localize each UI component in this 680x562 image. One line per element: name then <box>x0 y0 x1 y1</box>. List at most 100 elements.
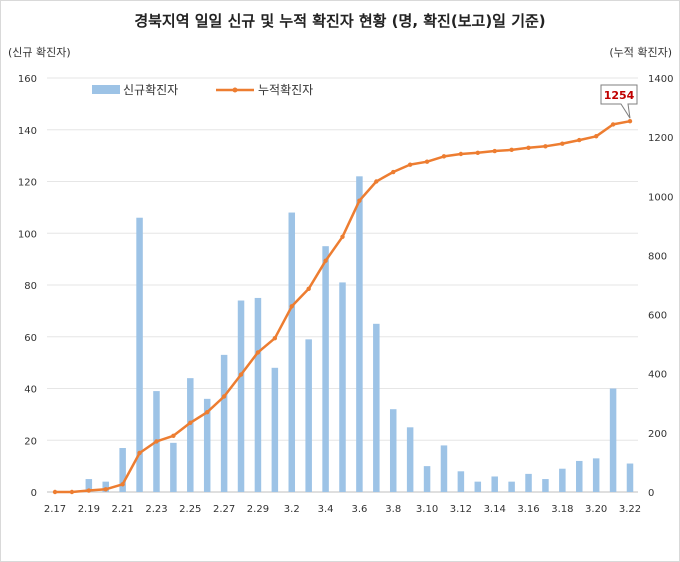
line-point <box>526 145 531 150</box>
right-tick-label: 1200 <box>648 133 673 144</box>
bar <box>288 212 296 493</box>
bar <box>491 476 498 492</box>
right-tick-label: 0 <box>648 488 654 499</box>
line-point <box>577 137 582 143</box>
x-tick-label: 3.20 <box>585 504 607 515</box>
bar <box>525 473 532 492</box>
right-axis-title: (누적 확진자) <box>609 46 672 59</box>
line-point <box>238 372 244 377</box>
bar <box>119 448 126 492</box>
line-point <box>221 394 227 399</box>
bar <box>85 479 93 492</box>
line-point <box>306 286 311 292</box>
x-tick-label: 3.22 <box>619 504 641 515</box>
line-point <box>205 409 210 415</box>
bar <box>254 297 262 492</box>
bar <box>508 481 515 492</box>
line-point <box>272 336 278 341</box>
bar <box>609 388 617 492</box>
line-point <box>137 450 142 456</box>
line-point <box>458 151 464 157</box>
line-point <box>52 489 58 495</box>
line-point <box>120 482 125 487</box>
bar <box>406 427 414 492</box>
bar <box>102 481 109 492</box>
x-tick-label: 2.17 <box>44 504 66 515</box>
bar <box>170 442 177 492</box>
chart-title: 경북지역 일일 신규 및 누적 확진자 현황 (명, 확진(보고)일 기준) <box>134 12 546 30</box>
bar <box>474 481 482 492</box>
x-tick-label: 2.21 <box>112 504 134 515</box>
x-tick-label: 2.23 <box>145 504 167 515</box>
line-point <box>391 169 396 175</box>
bar <box>305 339 312 492</box>
line-point <box>627 118 633 124</box>
line-point <box>543 144 548 149</box>
line-point <box>424 159 430 164</box>
bar <box>626 463 634 492</box>
legend-label-line: 누적확진자 <box>258 83 313 97</box>
callout-label: 1254 <box>604 89 635 102</box>
line-point <box>593 134 599 139</box>
line-point <box>475 150 480 156</box>
bar <box>389 409 397 492</box>
line-point <box>610 122 616 127</box>
bar <box>237 300 245 492</box>
left-tick-label: 140 <box>18 126 37 137</box>
left-tick-label: 80 <box>24 281 37 292</box>
legend-label-bar: 신규확진자 <box>123 83 178 97</box>
bar <box>339 282 346 492</box>
right-tick-label: 1400 <box>648 74 673 85</box>
bar <box>457 471 465 492</box>
bar <box>322 246 329 492</box>
bar <box>220 354 228 492</box>
x-tick-label: 3.2 <box>284 504 300 515</box>
legend-marker-line <box>232 87 238 93</box>
line-point <box>492 148 497 154</box>
line-point <box>340 234 345 239</box>
line-point <box>407 162 413 167</box>
right-tick-label: 600 <box>648 311 667 322</box>
bar <box>271 367 279 492</box>
x-tick-label: 3.14 <box>484 504 506 515</box>
x-tick-label: 2.27 <box>213 504 235 515</box>
line-point <box>69 489 75 495</box>
left-tick-label: 120 <box>18 178 37 189</box>
bar <box>559 468 566 492</box>
line-point <box>357 198 362 203</box>
bar <box>592 458 600 492</box>
callout-box <box>600 84 638 119</box>
right-tick-label: 1000 <box>648 192 673 203</box>
bar <box>356 176 363 492</box>
left-tick-label: 0 <box>31 488 37 499</box>
line-point <box>154 439 159 444</box>
x-tick-label: 3.6 <box>351 504 367 515</box>
line-point <box>441 154 447 159</box>
x-tick-label: 2.29 <box>247 504 269 515</box>
bar <box>576 460 583 492</box>
line-point <box>560 141 565 146</box>
line-point <box>509 147 514 153</box>
right-tick-label: 400 <box>648 370 667 381</box>
left-tick-label: 100 <box>18 229 37 240</box>
left-axis-title: (신규 확진자) <box>8 46 71 59</box>
x-tick-label: 3.8 <box>385 504 401 515</box>
x-tick-label: 3.18 <box>551 504 573 515</box>
legend-swatch-bar <box>92 85 120 94</box>
bar <box>373 323 380 492</box>
line-point <box>255 350 261 355</box>
bar <box>423 466 431 492</box>
x-tick-label: 3.4 <box>318 504 334 515</box>
bar <box>203 398 211 492</box>
right-tick-label: 200 <box>648 429 667 440</box>
left-tick-label: 40 <box>24 385 37 396</box>
line-point <box>188 420 193 426</box>
line-point <box>374 179 379 184</box>
bar <box>542 479 549 492</box>
bar <box>440 445 448 492</box>
line-point <box>171 433 176 439</box>
line-point <box>323 258 328 263</box>
left-tick-label: 20 <box>24 436 37 447</box>
x-tick-label: 3.16 <box>517 504 539 515</box>
